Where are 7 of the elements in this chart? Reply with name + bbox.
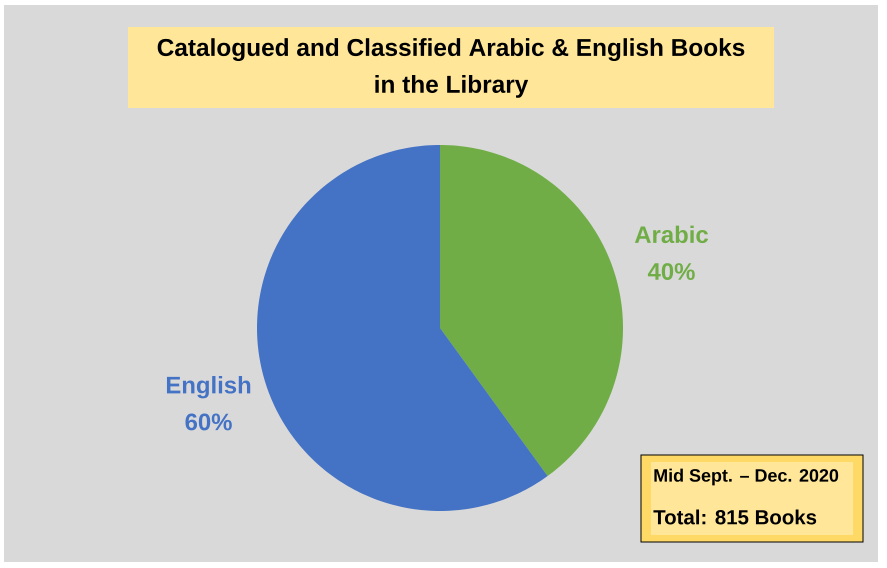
data-label: 40% [648,263,695,280]
slice-label: Arabic [634,226,708,244]
text: Total: 815 Books [653,509,816,524]
data-label: 60% [185,413,232,430]
slice-label: English [166,376,250,398]
chart-title: Catalogued and Classified Arabic & English Books in the Library [158,38,744,98]
text: Mid Sept. – Dec. 2020 [654,468,838,486]
